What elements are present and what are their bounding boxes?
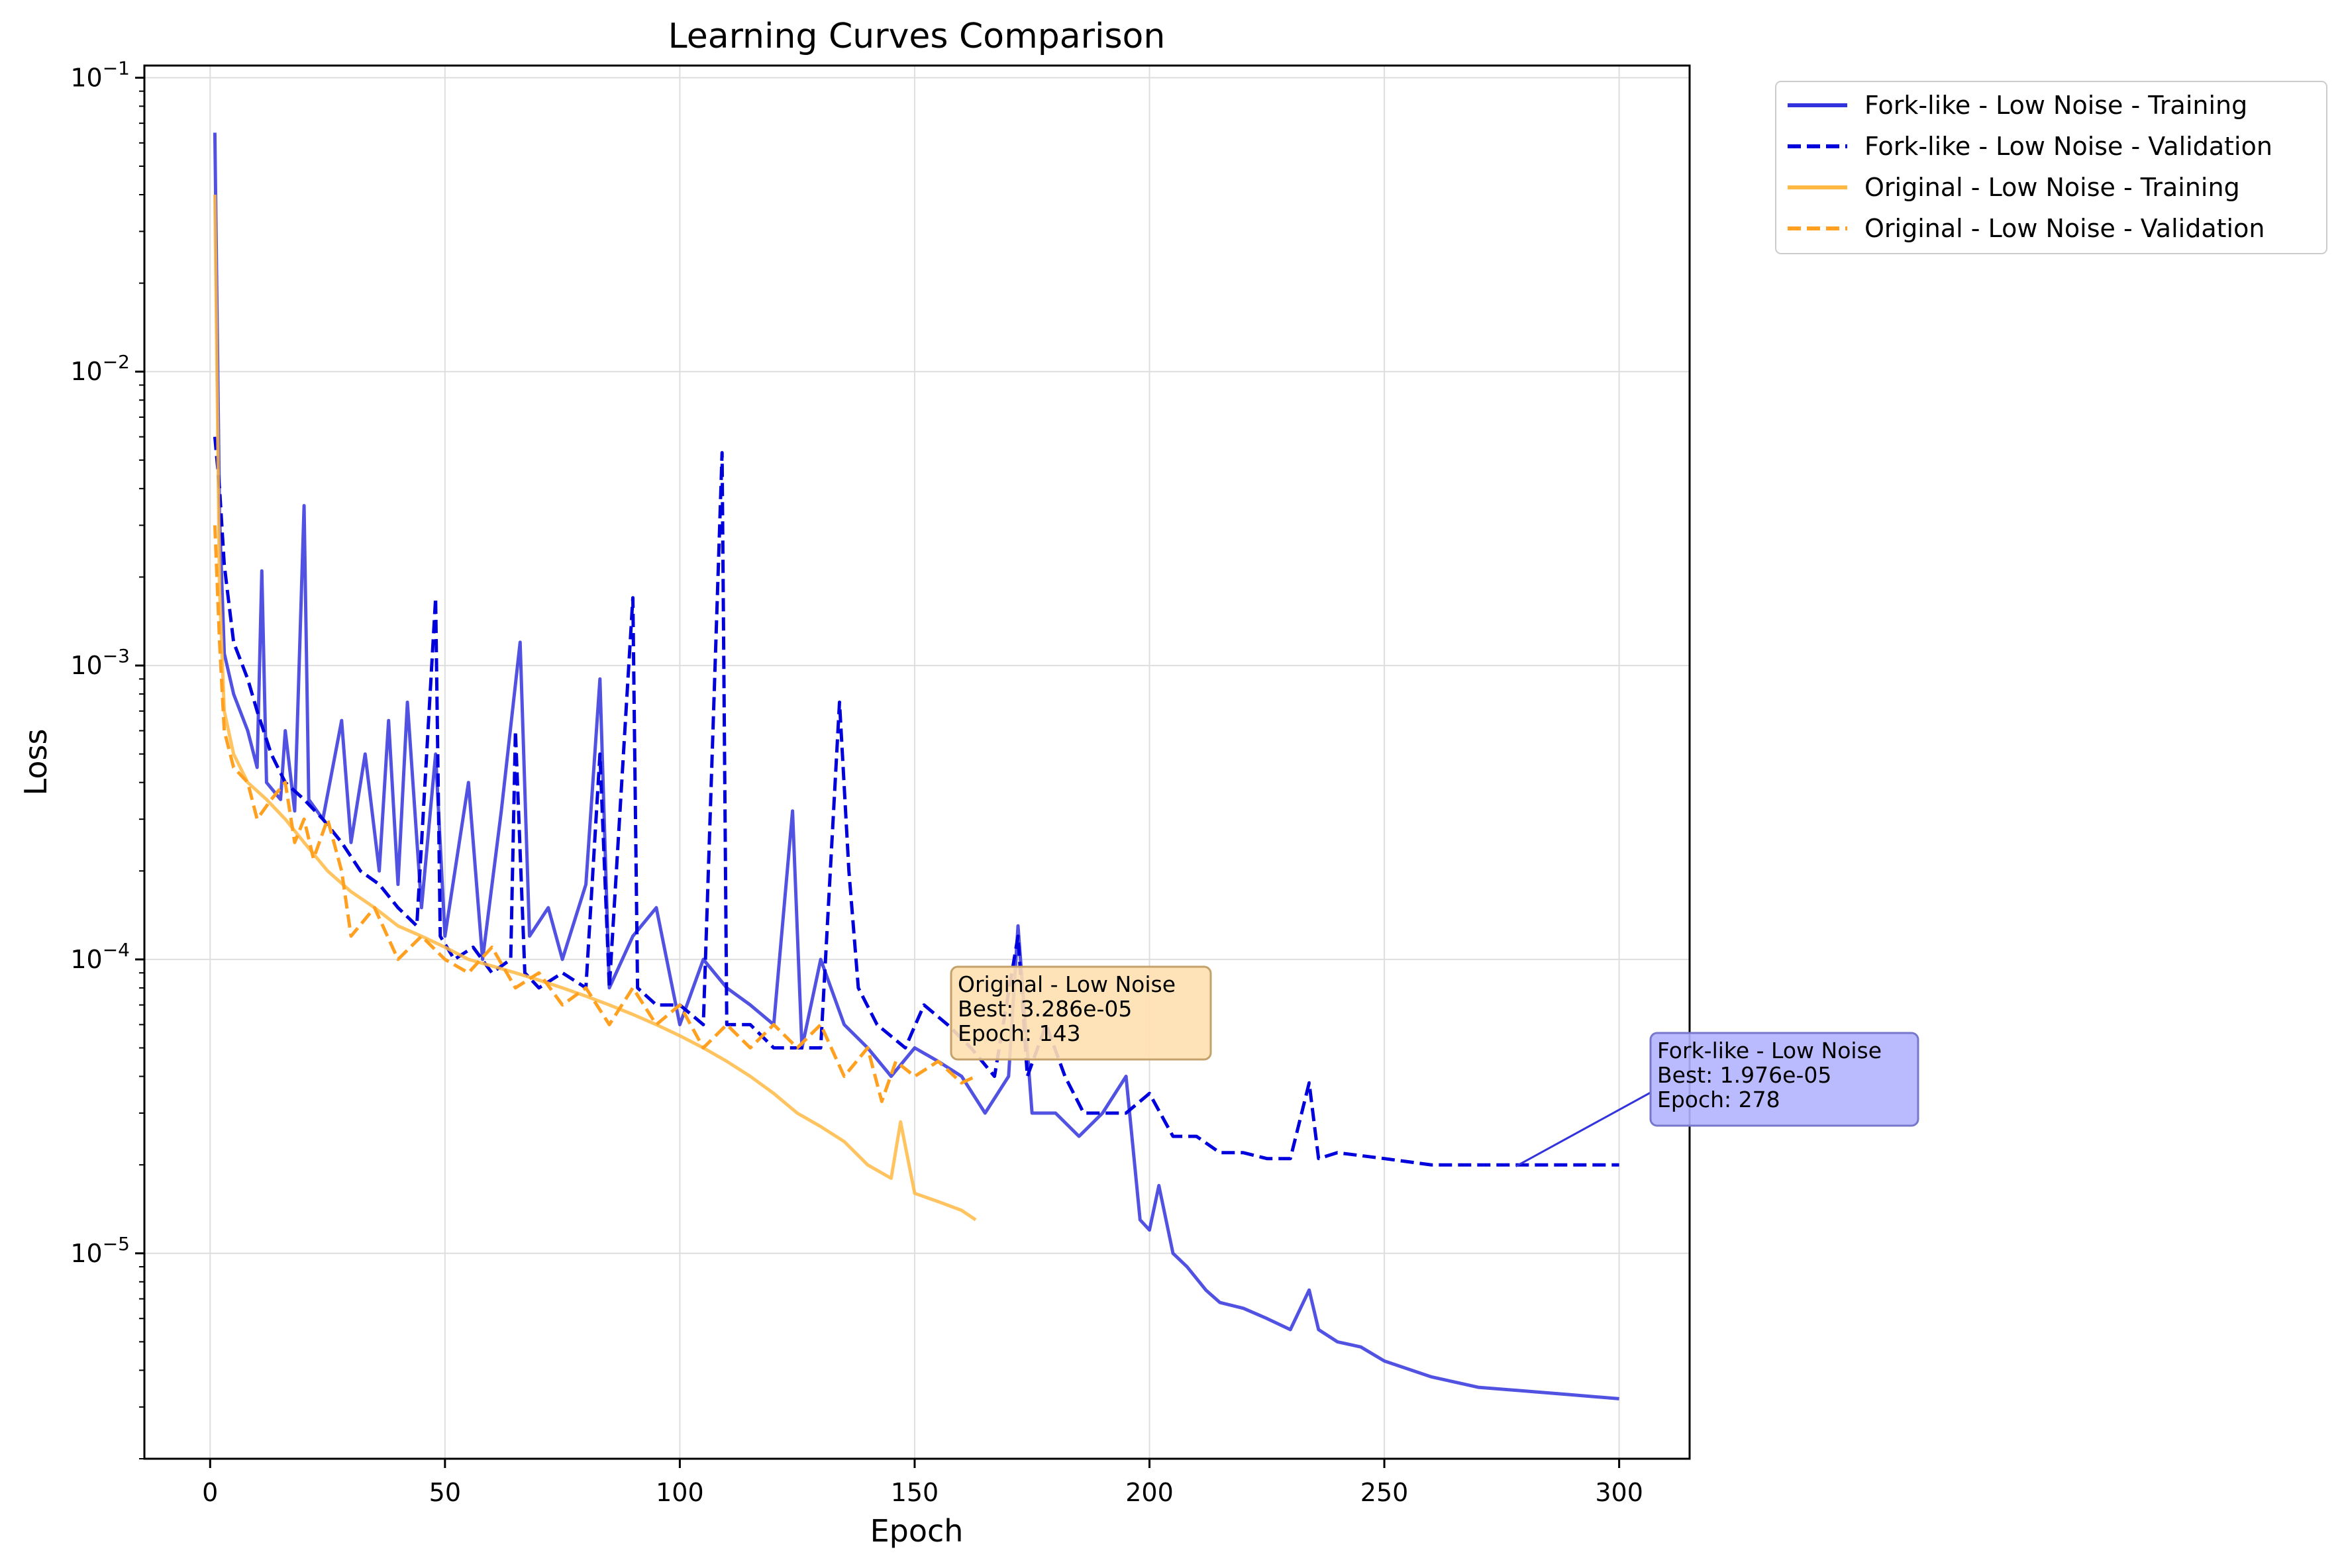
legend-label: Fork-like - Low Noise - Validation <box>1864 132 2272 161</box>
y-tick-exponent: −1 <box>103 57 130 79</box>
annotation-line: Best: 3.286e-05 <box>958 996 1132 1022</box>
y-tick-label: 10−5 <box>70 1233 130 1268</box>
plot-frame <box>143 64 1691 1460</box>
grid-lines <box>144 66 1690 1459</box>
chart-title: Learning Curves Comparison <box>668 17 1166 56</box>
annotation-line: Fork-like - Low Noise <box>1657 1038 1882 1063</box>
legend-label: Original - Low Noise - Training <box>1864 173 2240 202</box>
annotation-line: Original - Low Noise <box>958 971 1176 997</box>
y-tick-base: 10 <box>70 1239 102 1268</box>
y-tick-base: 10 <box>70 63 102 92</box>
x-tick-label: 50 <box>429 1478 461 1507</box>
annotation-line: Best: 1.976e-05 <box>1657 1062 1831 1088</box>
y-tick-exponent: −4 <box>103 939 130 961</box>
y-tick-label: 10−3 <box>70 645 130 680</box>
annotation-line: Epoch: 278 <box>1657 1087 1780 1112</box>
legend-label: Fork-like - Low Noise - Training <box>1864 91 2247 120</box>
annotation-box <box>1649 1032 1919 1127</box>
y-axis-ticks: 10−510−410−310−210−1 <box>70 57 144 1459</box>
legend: Fork-like - Low Noise - Training Fork-lik… <box>1775 81 2327 254</box>
y-tick-base: 10 <box>70 357 102 386</box>
legend-box <box>1775 81 2327 254</box>
annotation-box <box>950 965 1212 1061</box>
legend-label: Original - Low Noise - Validation <box>1864 214 2265 243</box>
x-tick-label: 0 <box>202 1478 218 1507</box>
y-axis-label: Loss <box>18 729 54 796</box>
y-tick-base: 10 <box>70 945 102 974</box>
x-axis-label: Epoch <box>870 1513 964 1549</box>
series-line <box>213 194 977 1222</box>
x-axis-ticks: 0 50 100 150 200 250 300 <box>202 1459 1643 1507</box>
y-tick-base: 10 <box>70 651 102 680</box>
annotation-arrow <box>1515 1091 1651 1167</box>
x-tick-label: 100 <box>656 1478 704 1507</box>
x-tick-label: 300 <box>1595 1478 1643 1507</box>
x-tick-label: 200 <box>1125 1478 1174 1507</box>
x-tick-label: 150 <box>891 1478 939 1507</box>
x-tick-label: 250 <box>1360 1478 1409 1507</box>
y-tick-label: 10−2 <box>70 351 130 386</box>
y-tick-exponent: −3 <box>103 645 130 667</box>
series-lines <box>213 132 1619 1400</box>
y-tick-label: 10−4 <box>70 939 130 974</box>
y-tick-exponent: −2 <box>103 351 130 373</box>
y-tick-label: 10−1 <box>70 57 130 92</box>
series-line <box>213 436 1619 1167</box>
y-tick-exponent: −5 <box>103 1233 130 1255</box>
annotation-line: Epoch: 143 <box>958 1020 1081 1046</box>
